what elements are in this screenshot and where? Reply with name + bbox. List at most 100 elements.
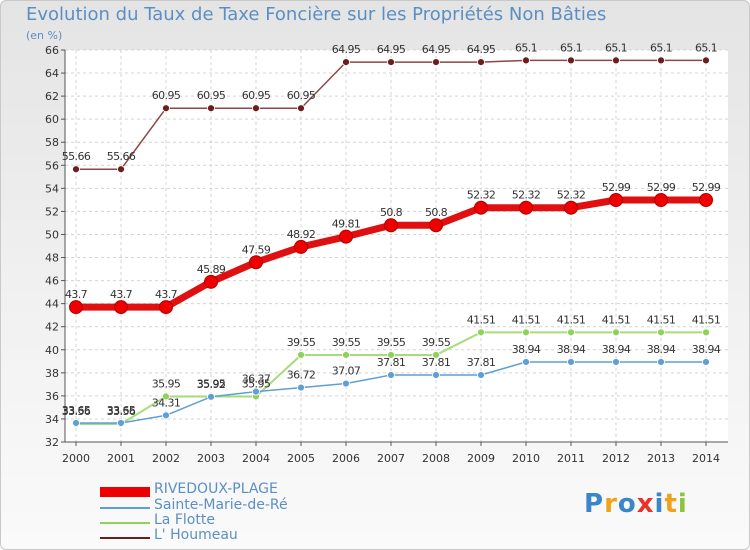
y-tick-label: 38: [45, 367, 59, 380]
data-label: 33.56: [62, 405, 91, 418]
data-label: 55.66: [62, 150, 91, 163]
data-point: [297, 383, 305, 392]
data-point: [162, 392, 170, 401]
data-point: [384, 218, 398, 233]
data-label: 60.95: [152, 89, 181, 102]
data-point: [114, 300, 128, 315]
x-tick-label: 2008: [422, 452, 450, 465]
logo-letter: i: [677, 489, 688, 519]
data-label: 35.95: [242, 377, 271, 390]
data-label: 49.81: [332, 218, 361, 231]
data-point: [699, 192, 713, 207]
data-label: 65.1: [650, 41, 672, 54]
y-tick-label: 44: [45, 298, 59, 311]
y-tick-label: 40: [45, 344, 59, 357]
data-label: 38.94: [647, 343, 676, 356]
y-axis-unit-label: (en %): [26, 29, 63, 42]
data-point: [207, 392, 215, 401]
data-point: [162, 411, 170, 420]
data-point: [429, 218, 443, 233]
data-point: [387, 351, 395, 359]
data-point: [657, 358, 665, 366]
data-label: 52.99: [602, 181, 631, 194]
y-tick-label: 50: [45, 228, 59, 241]
data-label: 38.94: [557, 343, 586, 356]
data-label: 52.32: [512, 189, 541, 202]
x-tick-label: 2001: [107, 452, 135, 465]
data-point: [657, 56, 665, 65]
data-label: 39.55: [377, 336, 406, 349]
data-point: [252, 104, 260, 113]
data-label: 65.1: [695, 41, 717, 54]
data-label: 52.99: [692, 181, 721, 194]
y-tick-label: 36: [45, 390, 59, 403]
data-point: [612, 358, 620, 366]
y-tick-label: 52: [45, 205, 59, 218]
data-label: 48.92: [287, 228, 316, 241]
data-label: 43.7: [155, 288, 178, 301]
data-point: [387, 58, 395, 67]
x-tick-label: 2004: [242, 452, 270, 465]
data-point: [342, 58, 350, 67]
data-label: 52.99: [647, 181, 676, 194]
x-tick-label: 2003: [197, 452, 225, 465]
data-label: 35.92: [197, 378, 226, 391]
data-point: [432, 58, 440, 67]
data-point: [477, 328, 485, 337]
data-point: [342, 351, 350, 359]
data-label: 52.32: [557, 189, 586, 202]
y-tick-label: 42: [45, 321, 59, 334]
data-label: 35.95: [197, 377, 226, 390]
y-tick-label: 62: [45, 90, 59, 103]
data-point: [612, 328, 620, 337]
data-label: 45.89: [197, 263, 226, 276]
data-label: 41.51: [602, 313, 631, 326]
y-tick-label: 60: [45, 113, 59, 126]
data-label: 41.51: [467, 313, 496, 326]
data-point: [339, 229, 353, 244]
data-point: [519, 200, 533, 215]
data-label: 37.81: [467, 356, 496, 369]
data-point: [294, 239, 308, 254]
data-point: [567, 328, 575, 337]
data-point: [702, 358, 710, 366]
data-label: 41.51: [557, 313, 586, 326]
x-tick-label: 2013: [647, 452, 675, 465]
logo-letter: x: [636, 489, 655, 519]
data-label: 39.55: [287, 336, 316, 349]
data-label: 33.65: [62, 404, 91, 417]
x-tick-label: 2011: [557, 452, 585, 465]
y-tick-label: 66: [45, 44, 59, 57]
data-label: 65.1: [605, 41, 627, 54]
data-point: [159, 300, 173, 315]
data-label: 60.95: [242, 89, 271, 102]
data-label: 39.55: [422, 336, 451, 349]
legend-swatch: [100, 537, 150, 539]
data-point: [567, 56, 575, 65]
data-point: [432, 371, 440, 379]
y-tick-label: 48: [45, 252, 59, 265]
x-tick-label: 2009: [467, 452, 495, 465]
y-tick-label: 56: [45, 159, 59, 172]
legend-swatch: [100, 487, 150, 497]
data-label: 50.8: [425, 206, 448, 219]
grid-lines: [65, 49, 728, 443]
x-tick-label: 2012: [602, 452, 630, 465]
data-label: 38.94: [692, 343, 721, 356]
data-label: 52.32: [467, 189, 496, 202]
y-tick-label: 46: [45, 275, 59, 288]
data-label: 65.1: [560, 41, 582, 54]
y-tick-label: 32: [45, 436, 59, 449]
y-tick-label: 54: [45, 182, 59, 195]
data-point: [609, 192, 623, 207]
data-label: 38.94: [602, 343, 631, 356]
x-tick-label: 2014: [692, 452, 720, 465]
data-point: [477, 58, 485, 67]
data-label: 36.37: [242, 373, 271, 386]
data-point: [204, 274, 218, 289]
data-label: 60.95: [287, 89, 316, 102]
logo-letter: o: [617, 489, 637, 519]
legend-label: La Flotte: [154, 512, 215, 528]
data-point: [432, 351, 440, 359]
data-label: 41.51: [512, 313, 541, 326]
